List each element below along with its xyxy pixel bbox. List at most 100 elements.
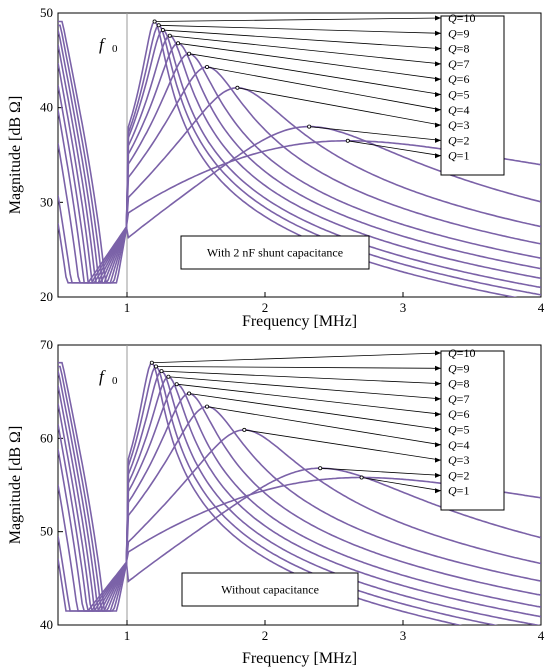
q-pointer-line — [154, 17, 442, 22]
y-tick-label: 50 — [40, 524, 53, 539]
q-label: Q=1 — [448, 149, 469, 163]
x-tick-label: 3 — [400, 628, 407, 643]
peak-marker — [156, 23, 161, 28]
q-pointer-line — [206, 66, 442, 111]
series-line-q-7 — [58, 375, 541, 618]
q-pointer-arrow — [435, 350, 441, 356]
q-pointer-arrow — [435, 457, 441, 463]
y-tick-label: 70 — [40, 337, 53, 352]
q-label: Q=5 — [448, 423, 469, 437]
series-line-q-5 — [58, 392, 541, 612]
y-tick-label: 40 — [40, 100, 53, 115]
q-pointer-line — [178, 42, 442, 80]
series-line-q-6 — [58, 383, 541, 612]
q-pointer-line — [206, 406, 442, 446]
peak-marker — [153, 364, 158, 369]
annotation-box — [181, 572, 359, 607]
x-axis-label: Frequency [MHz] — [242, 313, 357, 330]
y-axis-label: Magnitude [dB Ω] — [7, 96, 24, 215]
q-label-box — [440, 350, 505, 511]
series-line-q-8 — [58, 29, 541, 289]
series-line-q-10 — [58, 20, 518, 297]
peak-marker — [307, 124, 312, 129]
peak-marker — [160, 28, 165, 33]
q-label: Q=2 — [448, 133, 469, 147]
peak-marker — [176, 41, 181, 46]
peak-marker — [345, 138, 350, 143]
q-pointer-line — [151, 352, 442, 364]
chart-panel-2: f 0 1 2 3 4 40 50 60 70 Frequency [MHz] Magnitude [… — [7, 337, 545, 667]
x-tick-label: 1 — [124, 300, 131, 315]
series-line-q-3 — [58, 429, 541, 612]
series-line-q-2 — [58, 125, 541, 284]
q-label: Q=10 — [448, 346, 475, 360]
f0-label-subscript: 0 — [112, 375, 118, 387]
series-line-q-8 — [58, 370, 541, 625]
x-axis-label: Frequency [MHz] — [242, 650, 357, 667]
annotation-text: Without capacitance — [221, 583, 319, 597]
peak-marker — [242, 427, 247, 432]
series-line-q-6 — [58, 42, 541, 284]
q-pointer-arrow — [435, 122, 441, 128]
q-pointer-arrow — [435, 365, 441, 371]
series-line-q-7 — [58, 35, 541, 284]
q-label: Q=7 — [448, 57, 469, 71]
q-label: Q=6 — [448, 407, 469, 421]
q-pointer-arrow — [435, 61, 441, 67]
y-tick-label: 50 — [40, 5, 53, 20]
peak-marker — [187, 391, 192, 396]
y-tick-label: 60 — [40, 430, 53, 445]
x-tick-label: 4 — [538, 300, 545, 315]
q-label: Q=4 — [448, 438, 469, 452]
f0-label: f — [99, 35, 106, 54]
x-tick-label: 1 — [124, 628, 131, 643]
q-label: Q=5 — [448, 88, 469, 102]
q-pointer-line — [189, 393, 442, 430]
y-tick-label: 40 — [40, 617, 53, 632]
q-pointer-line — [169, 35, 442, 65]
x-tick-label: 3 — [400, 300, 407, 315]
q-pointer-line — [155, 366, 442, 369]
peak-marker — [235, 85, 240, 90]
q-label: Q=9 — [448, 361, 469, 375]
q-pointer-line — [347, 140, 442, 157]
y-tick-label: 20 — [40, 289, 53, 304]
q-pointer-arrow — [435, 381, 441, 387]
q-pointer-arrow — [435, 442, 441, 448]
q-pointer-line — [189, 53, 442, 95]
q-pointer-arrow — [435, 46, 441, 52]
y-axis-label: Magnitude [dB Ω] — [7, 426, 24, 545]
q-pointer-line — [320, 467, 442, 476]
series-line-q-9 — [58, 24, 541, 296]
peak-marker — [359, 475, 364, 480]
q-pointer-arrow — [435, 92, 441, 97]
peak-marker — [205, 404, 210, 409]
series-line-q-9 — [58, 365, 499, 625]
peak-marker — [167, 33, 172, 38]
q-pointer-arrow — [435, 30, 441, 36]
q-pointer-arrow — [435, 15, 441, 21]
plot-frame — [57, 12, 542, 298]
q-pointer-arrow — [435, 472, 441, 478]
x-tick-label: 4 — [538, 628, 545, 643]
peak-marker — [152, 19, 157, 24]
peak-marker — [187, 51, 192, 56]
q-pointer-line — [162, 29, 442, 49]
peak-marker — [318, 466, 323, 471]
series-line-q-3 — [58, 86, 541, 284]
f0-label-subscript: 0 — [112, 43, 118, 55]
q-label: Q=8 — [448, 42, 469, 56]
q-pointer-arrow — [435, 107, 441, 113]
q-pointer-arrow — [435, 411, 441, 417]
chart-panel-1: f 0 1 2 3 4 20 30 40 50 Frequency [MHz] Magnitude [… — [7, 5, 545, 330]
y-tick-label: 30 — [40, 194, 53, 209]
q-pointer-line — [158, 24, 442, 34]
q-pointer-arrow — [435, 137, 441, 143]
q-label: Q=2 — [448, 468, 469, 482]
q-pointer-arrow — [435, 76, 441, 82]
q-label: Q=1 — [448, 484, 469, 498]
x-tick-label: 2 — [262, 628, 269, 643]
annotation-text: With 2 nF shunt capacitance — [207, 246, 343, 260]
peak-marker — [174, 382, 179, 387]
